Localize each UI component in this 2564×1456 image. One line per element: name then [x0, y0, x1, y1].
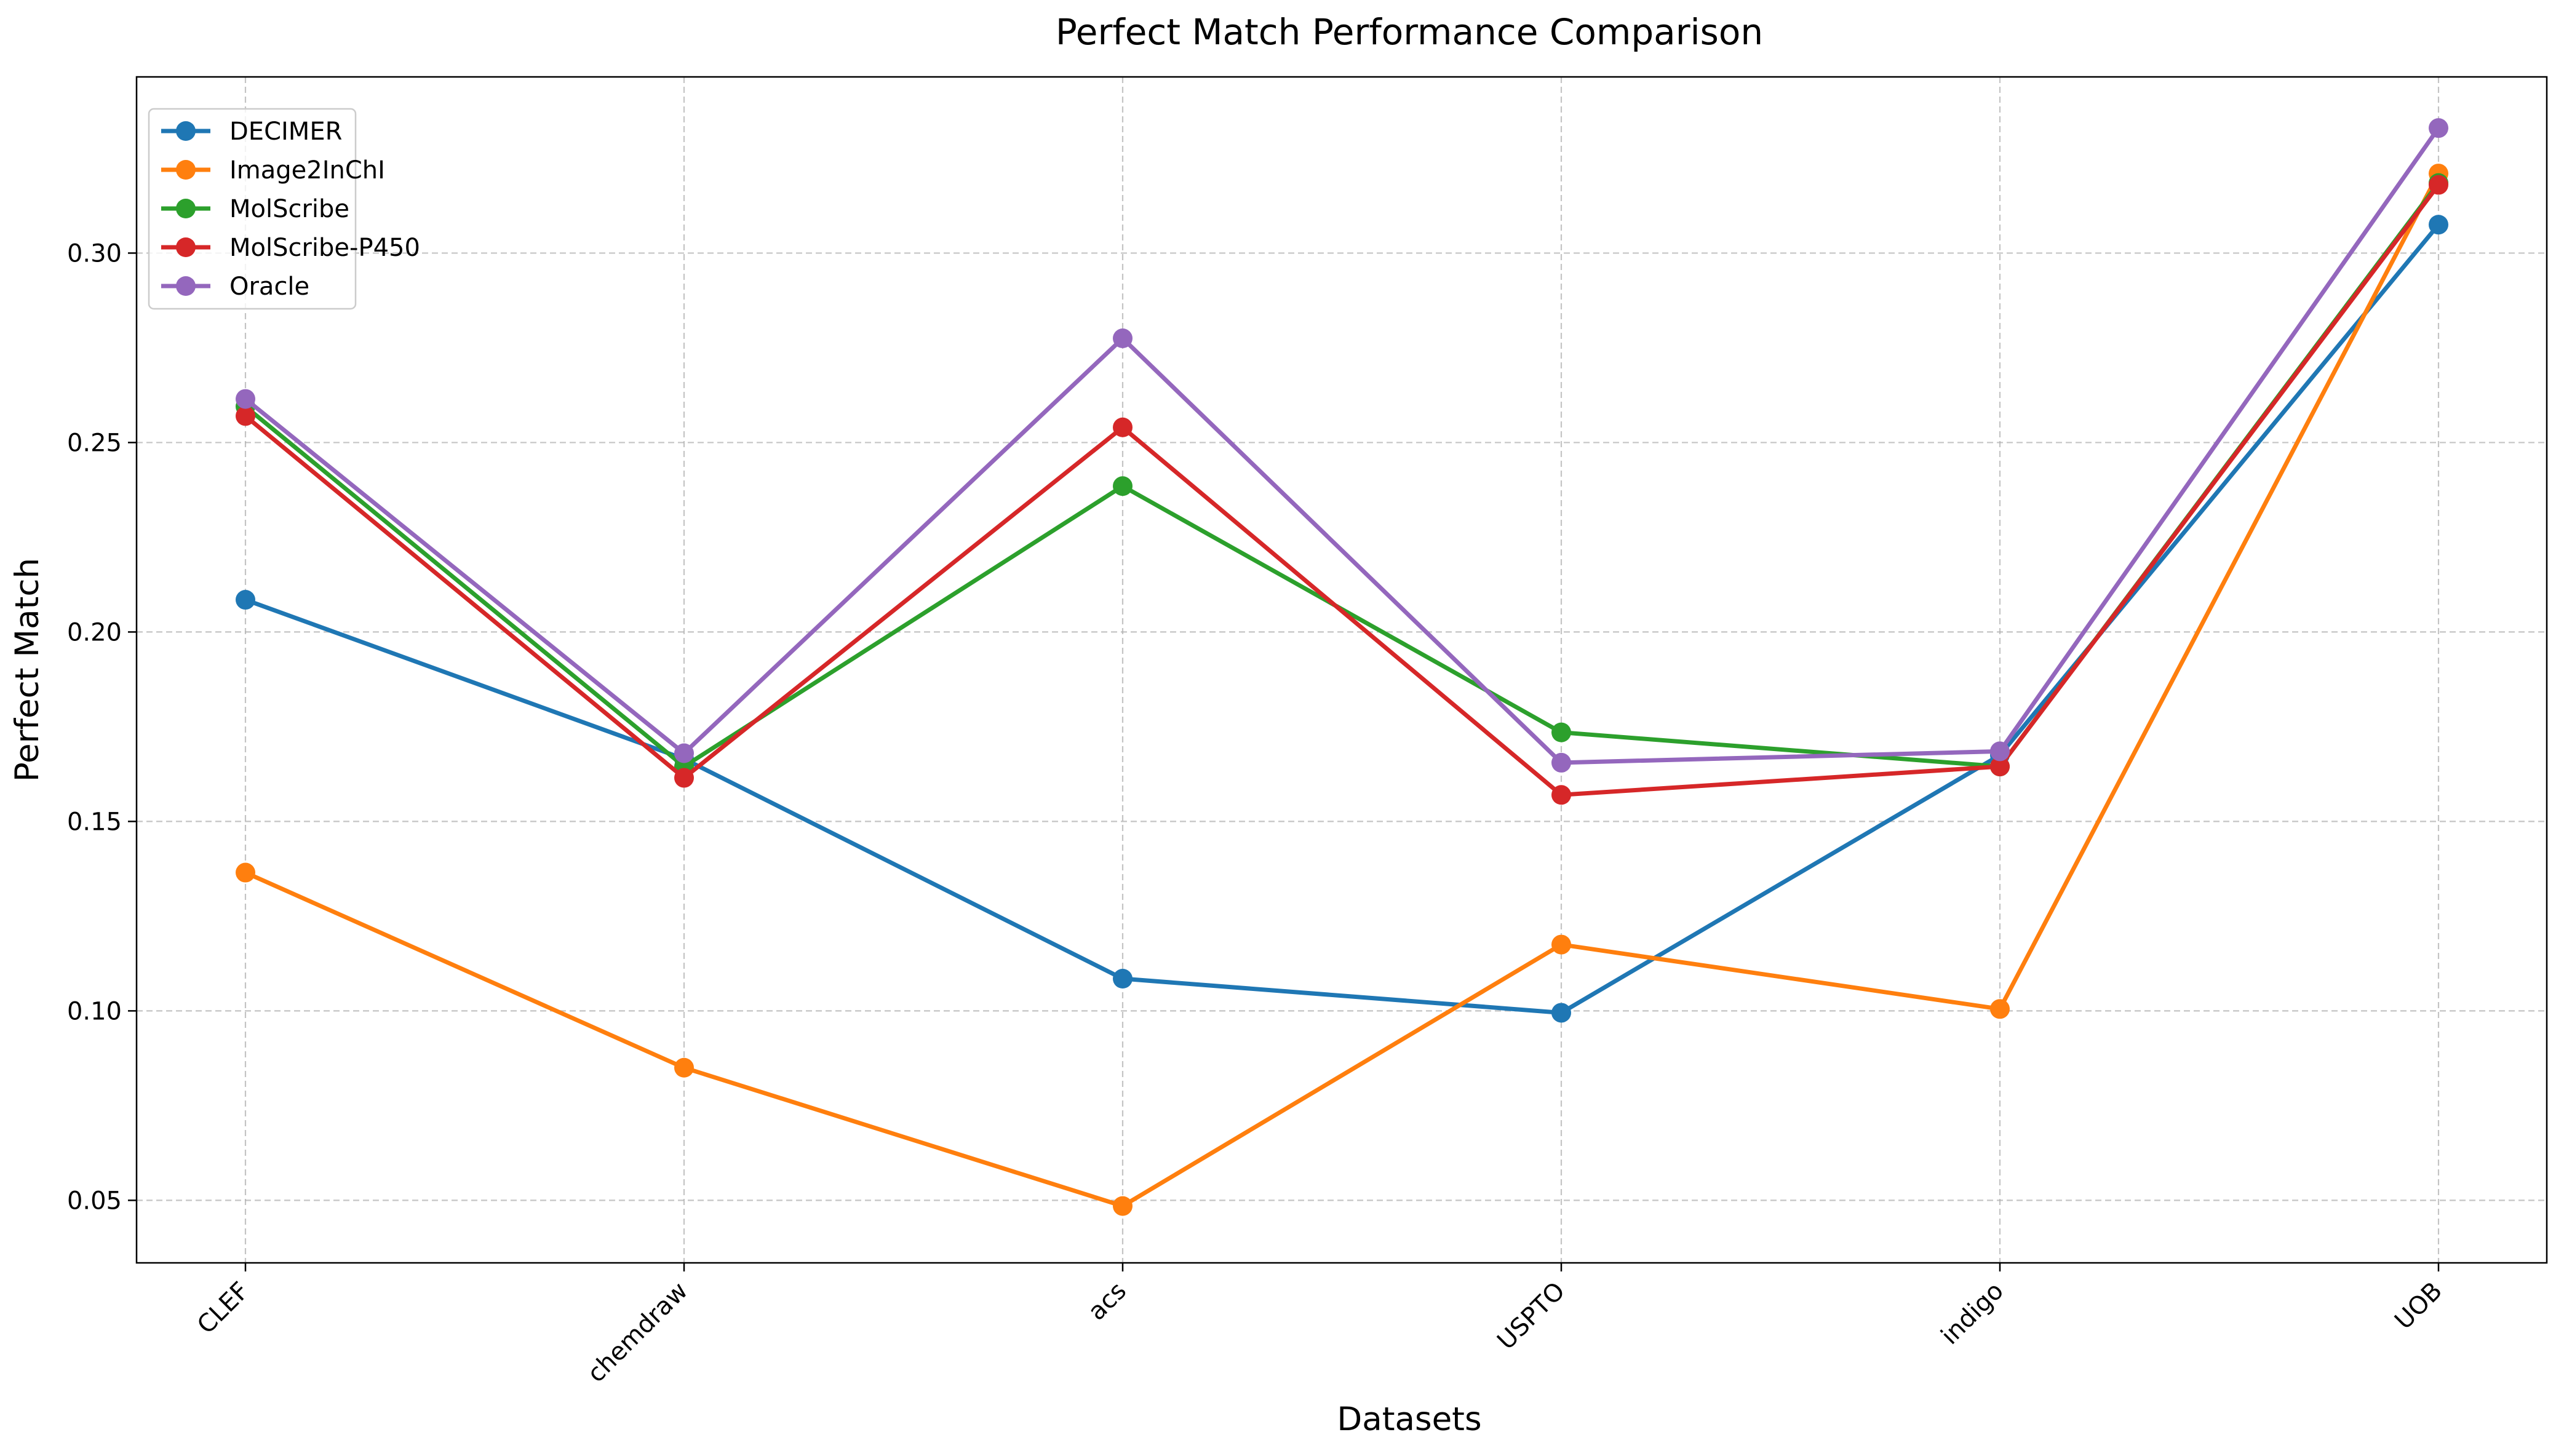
data-point — [674, 768, 694, 788]
y-tick-label: 0.20 — [67, 618, 122, 646]
data-point — [1551, 935, 1571, 955]
data-point — [1990, 741, 2010, 761]
legend-label: DECIMER — [229, 117, 342, 146]
legend-label: MolScribe — [229, 195, 349, 223]
data-point — [674, 1058, 694, 1078]
data-point — [1990, 999, 2010, 1019]
data-point — [1113, 418, 1133, 437]
y-tick-label: 0.10 — [67, 997, 122, 1025]
y-tick-label: 0.30 — [67, 239, 122, 268]
legend-label: Oracle — [229, 273, 309, 301]
data-point — [674, 744, 694, 763]
y-axis-label: Perfect Match — [9, 558, 46, 782]
data-point — [1551, 785, 1571, 805]
data-point — [1113, 969, 1133, 989]
legend-swatch-marker — [176, 237, 196, 257]
y-tick-label: 0.05 — [67, 1187, 122, 1215]
legend-swatch-marker — [176, 276, 196, 296]
legend-label: Image2InChI — [229, 156, 385, 185]
data-point — [1113, 328, 1133, 348]
data-point — [2429, 175, 2448, 195]
data-point — [1551, 723, 1571, 742]
data-point — [236, 590, 255, 610]
data-point — [236, 406, 255, 426]
legend-swatch-marker — [176, 121, 196, 141]
data-point — [1113, 476, 1133, 496]
y-tick-label: 0.15 — [67, 808, 122, 836]
data-point — [2429, 118, 2448, 138]
chart-title: Perfect Match Performance Comparison — [1056, 11, 1763, 53]
data-point — [1551, 753, 1571, 773]
data-point — [236, 389, 255, 409]
legend-label: MolScribe-P450 — [229, 234, 420, 262]
x-axis-label: Datasets — [1337, 1401, 1481, 1438]
data-point — [236, 863, 255, 883]
legend-swatch-marker — [176, 199, 196, 218]
data-point — [1551, 1003, 1571, 1022]
legend-swatch-marker — [176, 160, 196, 180]
y-tick-label: 0.25 — [67, 429, 122, 457]
data-point — [1113, 1196, 1133, 1216]
data-point — [2429, 215, 2448, 234]
